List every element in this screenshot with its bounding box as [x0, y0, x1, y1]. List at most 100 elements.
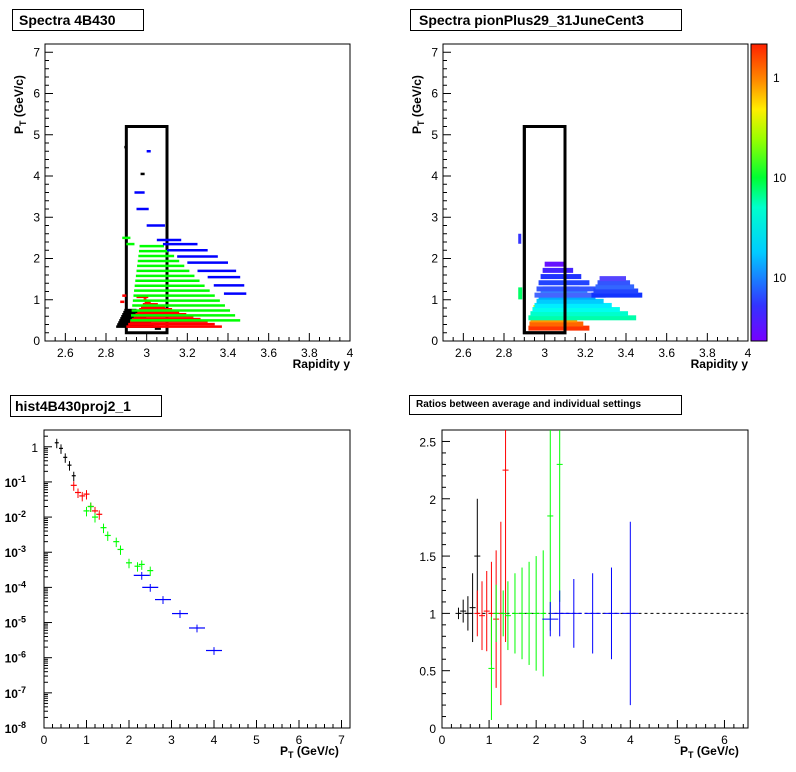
- heatmap-cell: [530, 311, 629, 317]
- label-subscript: T: [416, 120, 426, 126]
- y-tick-label: 0: [429, 722, 436, 736]
- x-tick-label: 3.8: [301, 346, 318, 360]
- y-axis-label: PT (GeV/c): [12, 75, 28, 134]
- y-tick-label: 3: [431, 210, 438, 224]
- y-tick-label: 5: [33, 128, 40, 142]
- panel-title: hist4B430proj2_1: [15, 398, 131, 414]
- heatmap-cell: [544, 261, 565, 267]
- label-part: (GeV/c): [694, 744, 739, 758]
- x-tick-label: 2.8: [98, 346, 115, 360]
- x-tick-label: 3: [541, 346, 548, 360]
- y-tick-label: 10-1: [5, 474, 26, 490]
- tick-base: 10: [5, 546, 19, 560]
- x-tick-label: 5: [674, 733, 681, 747]
- x-axis-label: Rapidity y: [293, 357, 351, 371]
- x-tick-label: 2: [126, 733, 133, 747]
- y-tick-label: 3: [33, 210, 40, 224]
- colorbar-label: 10: [773, 171, 787, 185]
- x-tick-label: 2.6: [455, 346, 472, 360]
- tick-base: 10: [5, 511, 19, 525]
- y-tick-label: 2: [429, 493, 436, 507]
- y-tick-label: 0: [33, 334, 40, 348]
- tick-base: 10: [5, 581, 19, 595]
- plot-frame: [441, 429, 749, 729]
- x-tick-label: 0: [439, 733, 446, 747]
- x-tick-label: 3.6: [260, 346, 277, 360]
- y-tick-label: 4: [431, 169, 438, 183]
- heatmap-cell: [540, 274, 582, 280]
- heatmap-cell: [591, 292, 643, 298]
- panel-spectra-pionplus: 2.6 2.8 3 3.2 3.4 3.6 3.8 4 0 1 2 3 4 5 6 7 Rapidity y PT…: [410, 43, 787, 371]
- y-tick-label: 1: [431, 293, 438, 307]
- title-box-p4: Ratios between average and individual se…: [409, 395, 682, 415]
- tick-base: 10: [5, 722, 19, 736]
- title-box-p1: Spectra 4B430: [12, 9, 144, 31]
- x-tick-label: 0: [41, 733, 48, 747]
- heatmap-cell: [528, 315, 637, 321]
- tick-exp: -5: [18, 615, 26, 625]
- x-tick-label: 3.4: [220, 346, 237, 360]
- heatmap-cell: [534, 302, 612, 308]
- x-tick-label: 2.8: [496, 346, 513, 360]
- colorbar: [750, 43, 768, 342]
- y-tick-label: 0: [431, 334, 438, 348]
- y-tick-label: 1.5: [419, 550, 436, 564]
- label-subscript: T: [18, 120, 28, 126]
- y-tick-label: 10-3: [5, 544, 26, 560]
- y-tick-label: 10-6: [5, 650, 26, 666]
- y-tick-label: 10-2: [5, 509, 26, 525]
- colorbar-label: 10: [773, 271, 787, 285]
- heatmap-cell: [532, 307, 620, 313]
- y-tick-label: 1: [429, 607, 436, 621]
- label-part: (GeV/c): [410, 75, 424, 120]
- x-tick-label: 1: [83, 733, 90, 747]
- label-part: P: [12, 126, 26, 134]
- panel-spectra-4b430: 2.6 2.8 3 3.2 3.4 3.6 3.8 4 0 1 2 3 4 5 6 7 Rapidity y PT…: [12, 43, 354, 371]
- x-axis-label: Rapidity y: [691, 357, 749, 371]
- y-tick-label: 2: [431, 252, 438, 266]
- heatmap-cell: [593, 288, 639, 294]
- label-subscript: T: [688, 750, 694, 760]
- heatmap-cell: [518, 233, 522, 244]
- y-tick-label: 0.5: [419, 665, 436, 679]
- label-part: P: [680, 744, 688, 758]
- y-tick-label: 7: [33, 45, 40, 59]
- selection-box: [522, 125, 567, 335]
- x-tick-label: 1: [486, 733, 493, 747]
- label-part: (GeV/c): [294, 744, 339, 758]
- y-tick-label: 10-5: [5, 615, 26, 631]
- x-tick-label: 3.8: [699, 346, 716, 360]
- selection-box: [124, 125, 169, 335]
- y-tick-label: 10-7: [5, 685, 26, 701]
- heatmap-cell: [518, 287, 523, 300]
- heatmap-cell: [536, 298, 604, 304]
- y-axis-label: PT (GeV/c): [410, 75, 426, 134]
- title-box-p3: hist4B430proj2_1: [10, 395, 162, 417]
- x-tick-label: 3.2: [577, 346, 594, 360]
- y-tick-label: 5: [431, 128, 438, 142]
- tick-exp: -3: [18, 544, 26, 554]
- y-tick-label: 1: [31, 441, 38, 455]
- title-box-p2: Spectra pionPlus29_31JuneCent3: [410, 9, 682, 31]
- y-tick-label: 7: [431, 45, 438, 59]
- y-tick-label: 1: [33, 293, 40, 307]
- tick-exp: -4: [18, 579, 26, 589]
- panel-title: Spectra 4B430: [19, 12, 116, 28]
- panel-ratios: 0 1 2 3 4 5 6 0 0.5 1 1.5 2 2.5 PT (GeV/c): [419, 429, 749, 760]
- x-tick-label: 4: [627, 733, 634, 747]
- panel-title: Spectra pionPlus29_31JuneCent3: [419, 12, 644, 28]
- plot-frame: [43, 429, 351, 729]
- heatmap-cell: [595, 284, 635, 290]
- tick-base: 10: [5, 476, 19, 490]
- panel-title: Ratios between average and individual se…: [416, 399, 642, 410]
- y-tick-label: 6: [431, 87, 438, 101]
- x-tick-label: 4: [347, 346, 354, 360]
- label-part: (GeV/c): [12, 75, 26, 120]
- heatmap-cell: [599, 276, 626, 282]
- x-tick-label: 3: [580, 733, 587, 747]
- x-tick-label: 2.6: [57, 346, 74, 360]
- tick-base: 10: [5, 617, 19, 631]
- label-part: P: [410, 126, 424, 134]
- x-tick-label: 5: [253, 733, 260, 747]
- x-tick-label: 3.4: [618, 346, 635, 360]
